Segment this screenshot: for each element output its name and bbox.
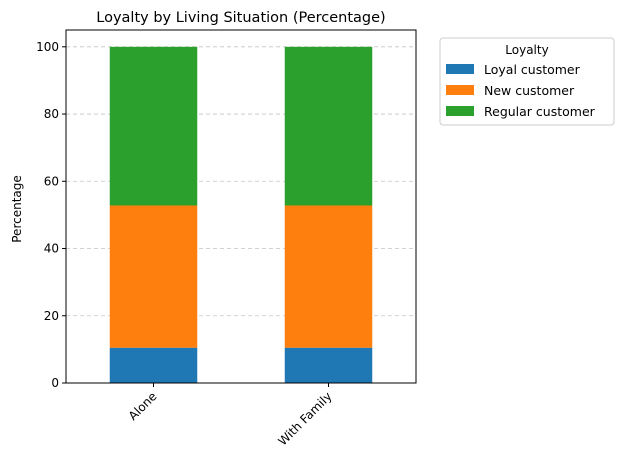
legend-swatch [446, 85, 474, 95]
y-tick-label: 80 [44, 107, 59, 121]
legend-entry: New customer [484, 83, 575, 98]
x-axis-ticks: Alone With Family [126, 383, 335, 448]
y-tick-label: 100 [36, 40, 59, 54]
bar-segment [284, 46, 373, 206]
bars [109, 46, 373, 383]
bar-segment [109, 205, 198, 348]
bar-segment [284, 205, 373, 348]
plot-frame [65, 29, 417, 384]
x-tick-label: Alone [126, 389, 160, 423]
legend-swatch [446, 106, 474, 116]
chart-title: Loyalty by Living Situation (Percentage) [96, 10, 385, 26]
y-axis-ticks: 0 20 40 60 80 100 [36, 40, 66, 390]
legend-frame [439, 37, 615, 126]
x-tick-label: With Family [275, 389, 334, 448]
legend: Loyalty Loyal customer New customer Regula… [439, 37, 615, 126]
y-tick-label: 20 [44, 309, 59, 323]
legend-entry: Loyal customer [484, 62, 581, 77]
y-tick-label: 60 [44, 174, 59, 188]
y-tick-label: 0 [51, 376, 59, 390]
legend-swatch [446, 64, 474, 74]
bar-segment [284, 347, 373, 383]
y-axis-label: Percentage [10, 175, 24, 243]
y-tick-label: 40 [44, 242, 59, 256]
bar-segment [109, 46, 198, 206]
legend-title: Loyalty [505, 43, 548, 57]
legend-entry: Regular customer [484, 104, 596, 119]
bar-segment [109, 347, 198, 383]
